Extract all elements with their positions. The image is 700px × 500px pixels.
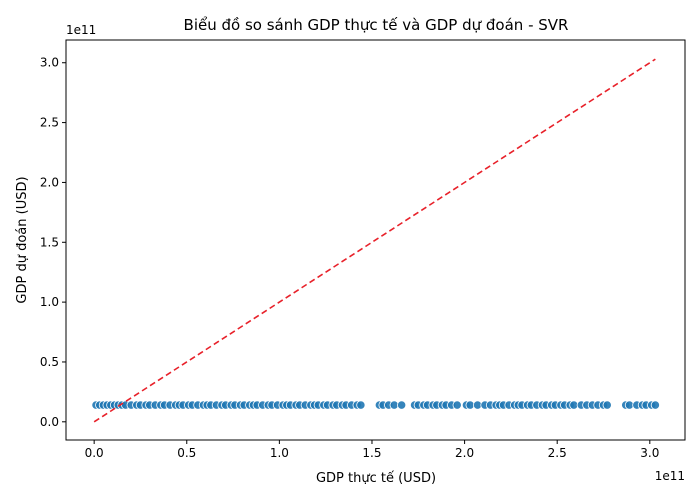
y-tick-label: 0.5 [40,355,59,369]
x-tick-label: 3.0 [640,446,659,460]
x-axis-label: GDP thực tế (USD) [316,471,436,486]
x-tick-label: 0.0 [85,446,104,460]
x-offset-label: 1e11 [655,469,685,483]
data-point [602,400,612,410]
y-tick-label: 2.5 [40,116,59,130]
reference-line [93,58,656,423]
y-offset-label: 1e11 [66,23,96,37]
plot-area [91,58,660,423]
x-tick-label: 2.0 [455,446,474,460]
y-tick-label: 1.5 [40,235,59,249]
data-point [452,400,462,410]
plot-frame [65,39,686,441]
x-tick-label: 2.5 [548,446,567,460]
data-point [356,400,366,410]
chart-title: Biểu đồ so sánh GDP thực tế và GDP dự đo… [184,16,569,34]
y-tick-label: 0.0 [40,415,59,429]
y-tick-label: 2.0 [40,175,59,189]
y-axis-label: GDP dự đoán (USD) [15,176,30,303]
x-tick-label: 0.5 [177,446,196,460]
data-point [650,400,660,410]
data-point [397,400,407,410]
x-tick-label: 1.0 [270,446,289,460]
y-tick-label: 1.0 [40,295,59,309]
x-tick-label: 1.5 [362,446,381,460]
y-tick-label: 3.0 [40,56,59,70]
